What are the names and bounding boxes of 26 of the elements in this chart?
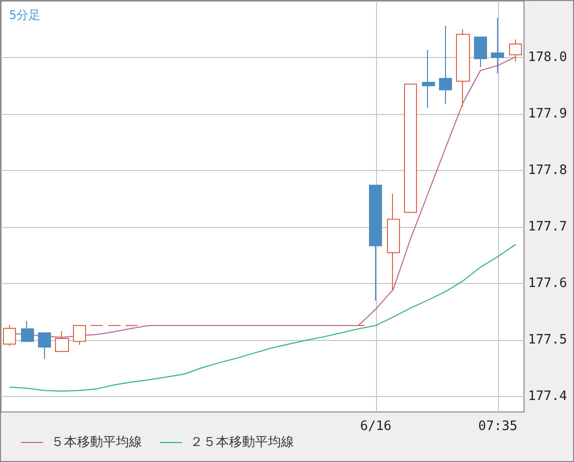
candlestick (439, 25, 452, 104)
x-tick-label: 6/16 (360, 419, 392, 434)
candlestick (456, 28, 470, 108)
candlestick (491, 17, 504, 74)
legend-label: ２５本移動平均線 (190, 435, 294, 450)
candlestick (404, 84, 417, 213)
candlestick (38, 332, 51, 360)
y-tick-label: 177.9 (528, 106, 568, 122)
candlestick (387, 193, 400, 292)
line-series (9, 244, 516, 392)
candlestick (73, 325, 86, 346)
candlestick (509, 38, 522, 62)
candlestick (422, 50, 435, 108)
text: 5分足 (9, 8, 41, 22)
y-tick-label: 177.6 (528, 276, 568, 292)
x-tick-label: 07:35 (478, 419, 518, 434)
y-tick-label: 178.0 (528, 50, 568, 66)
candlestick (21, 320, 34, 342)
candlestick (369, 184, 382, 302)
y-tick-label: 177.5 (528, 332, 568, 348)
y-tick-label: 177.8 (528, 163, 568, 178)
y-tick-label: 177.4 (528, 389, 568, 404)
legend-label: ５本移動平均線 (51, 435, 142, 450)
y-tick-label: 177.7 (528, 220, 568, 235)
candlestick (474, 36, 487, 68)
candlestick (55, 330, 69, 352)
